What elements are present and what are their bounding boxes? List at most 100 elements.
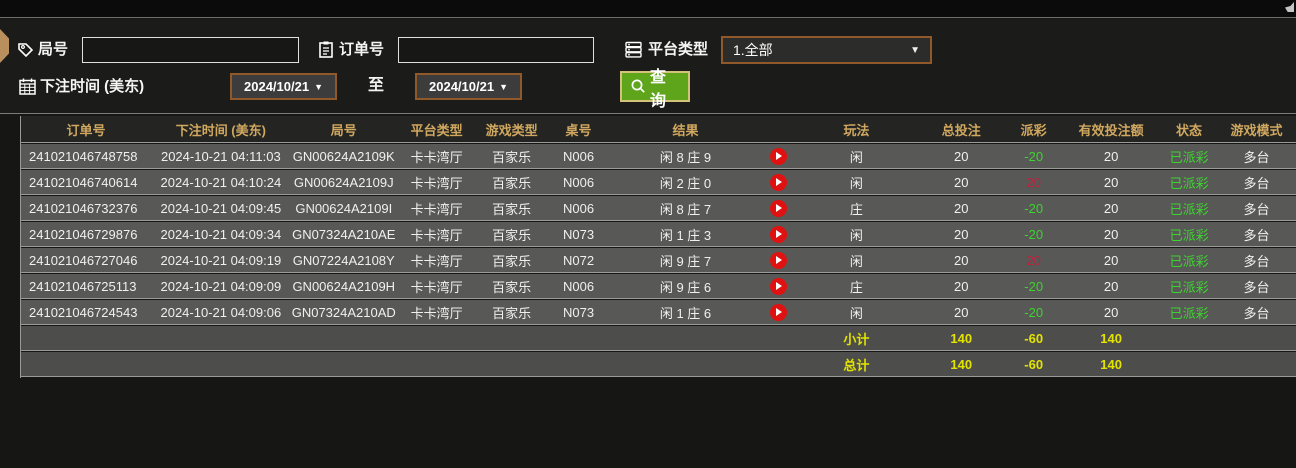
subtotal-cell-round_id: [291, 326, 397, 350]
cell-payout: -20: [1024, 278, 1044, 294]
cell-valid_bet: 20: [1103, 174, 1119, 190]
cell-play: 闲: [849, 149, 863, 165]
total-cell-bet_time: [151, 352, 291, 376]
cell-status: 已派彩: [1169, 305, 1209, 321]
cell-payout: -20: [1024, 226, 1044, 242]
play-video-button[interactable]: [769, 251, 787, 269]
cell-result: 闲 2 庄 0: [659, 175, 712, 191]
total-cell-platform: [397, 352, 477, 376]
date-to-value: 2024/10/21: [429, 79, 495, 94]
subtotal-row: 小计 140 -60 140: [21, 326, 1296, 351]
cell-result: 闲 1 庄 3: [659, 227, 712, 243]
cell-total_bet: 20: [954, 200, 969, 216]
cell-game_mode: 多台: [1243, 175, 1270, 191]
total-cell-table_no: [547, 352, 611, 376]
cell-game_type: 百家乐: [492, 305, 532, 321]
cell-valid_bet: 20: [1103, 252, 1119, 268]
cell-order_id: 241021046732376: [29, 200, 138, 216]
play-icon: [776, 308, 783, 316]
cell-order_id: 241021046725113: [29, 278, 137, 294]
column-header-result: 结果: [672, 122, 699, 138]
date-to-picker[interactable]: 2024/10/21 ▼: [415, 73, 522, 100]
subtotal-cell-result: [611, 326, 761, 350]
platform-type-label: 平台类型: [648, 41, 709, 58]
cell-platform: 卡卡湾厅: [410, 253, 463, 269]
bet-time-label: 下注时间 (美东): [40, 78, 145, 95]
cell-game_mode: 多台: [1243, 149, 1270, 165]
column-header-bet_time: 下注时间 (美东): [175, 122, 266, 138]
platform-type-value: 1.全部: [733, 42, 773, 58]
cell-total_bet: 20: [954, 252, 969, 268]
platform-type-select[interactable]: 1.全部 ▼: [721, 36, 932, 64]
chevron-down-icon: ▼: [499, 81, 508, 92]
total-cell-total_bet: 140: [950, 356, 973, 372]
column-header-status: 状态: [1176, 122, 1203, 138]
cell-bet_time: 2024-10-21 04:09:19: [160, 252, 282, 268]
date-range-to-label: 至: [368, 77, 385, 94]
round-id-input[interactable]: [82, 37, 299, 63]
cell-total_bet: 20: [954, 148, 969, 164]
cell-valid_bet: 20: [1103, 278, 1119, 294]
subtotal-cell-status: [1161, 326, 1217, 350]
column-header-payout: 派彩: [1020, 122, 1047, 138]
cell-video: [760, 222, 796, 246]
cell-platform: 卡卡湾厅: [410, 227, 463, 243]
column-header-valid_bet: 有效投注额: [1078, 122, 1144, 138]
play-video-button[interactable]: [769, 147, 787, 165]
play-icon: [776, 152, 783, 160]
play-video-button[interactable]: [769, 173, 787, 191]
platform-type-icon: [624, 40, 642, 58]
date-from-picker[interactable]: 2024/10/21 ▼: [230, 73, 337, 100]
order-id-input[interactable]: [398, 37, 594, 63]
play-icon: [776, 256, 783, 264]
records-table: 订单号 下注时间 (美东) 局号 平台类型 游戏类型 桌号 结果 玩法 总投注 派彩 有效投注额 状态…: [20, 116, 1296, 378]
cell-platform: 卡卡湾厅: [410, 149, 463, 165]
query-button[interactable]: 查询: [620, 69, 690, 110]
cell-table_no: N073: [563, 304, 595, 320]
cell-table_no: N006: [563, 148, 595, 164]
cell-play: 闲: [849, 175, 863, 191]
cell-table_no: N006: [563, 174, 595, 190]
cell-game_type: 百家乐: [492, 253, 532, 269]
column-header-play: 玩法: [843, 122, 870, 138]
cell-order_id: 241021046740614: [29, 174, 138, 190]
total-cell-game_type: [477, 352, 547, 376]
cell-table_no: N073: [563, 226, 595, 242]
cell-result: 闲 9 庄 6: [659, 279, 712, 295]
cell-game_type: 百家乐: [492, 201, 532, 217]
play-video-button[interactable]: [769, 303, 787, 321]
cell-total_bet: 20: [954, 278, 969, 294]
cell-result: 闲 8 庄 9: [659, 149, 712, 165]
cell-status: 已派彩: [1169, 175, 1209, 191]
cell-bet_time: 2024-10-21 04:10:24: [160, 174, 282, 190]
cell-payout: 20: [1026, 174, 1041, 190]
cell-game_mode: 多台: [1243, 253, 1270, 269]
chevron-down-icon: ▼: [314, 81, 323, 92]
sidebar-collapse-tab[interactable]: [0, 29, 9, 63]
play-icon: [776, 230, 783, 238]
column-header-order_id: 订单号: [66, 122, 106, 138]
table-header-row: 订单号 下注时间 (美东) 局号 平台类型 游戏类型 桌号 结果 玩法 总投注 派彩 有效投注额 状态…: [21, 116, 1296, 143]
cell-table_no: N072: [563, 252, 595, 268]
cell-status: 已派彩: [1169, 253, 1209, 269]
tag-icon: [17, 41, 35, 59]
subtotal-cell-valid_bet: 140: [1100, 330, 1122, 346]
play-video-button[interactable]: [769, 199, 787, 217]
play-video-button[interactable]: [769, 277, 787, 295]
table-row: 241021046729876 2024-10-21 04:09:34 GN0732…: [21, 222, 1296, 247]
cell-video: [760, 300, 796, 324]
cell-valid_bet: 20: [1103, 304, 1119, 320]
cell-total_bet: 20: [954, 226, 969, 242]
play-icon: [776, 282, 783, 290]
column-header-platform: 平台类型: [410, 122, 463, 138]
cell-play: 庄: [849, 201, 863, 217]
table-row: 241021046748758 2024-10-21 04:11:03 GN0062…: [21, 144, 1296, 169]
play-icon: [776, 178, 783, 186]
cell-game_type: 百家乐: [492, 149, 532, 165]
play-video-button[interactable]: [769, 225, 787, 243]
subtotal-cell-game_type: [477, 326, 547, 350]
cell-game_type: 百家乐: [492, 227, 532, 243]
calendar-icon: [18, 77, 36, 95]
order-id-label: 订单号: [339, 41, 385, 58]
cell-payout: -20: [1024, 304, 1044, 320]
